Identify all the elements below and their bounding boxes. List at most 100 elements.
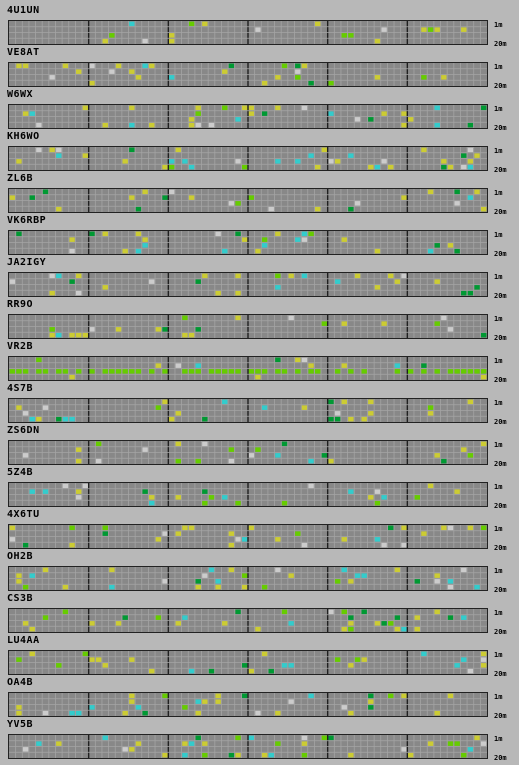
signal-cell <box>341 33 347 38</box>
signal-cell <box>480 657 487 662</box>
signal-cell <box>228 369 235 374</box>
signal-cell <box>175 458 182 464</box>
signal-cell <box>49 332 55 338</box>
signal-cell <box>394 369 401 374</box>
signal-cell <box>368 495 374 500</box>
signal-cell <box>454 369 460 374</box>
signal-cell <box>42 489 49 494</box>
signal-cell <box>454 189 460 195</box>
signal-cell <box>248 369 255 374</box>
signal-cell <box>301 542 308 548</box>
signal-grid-graphic <box>9 525 487 548</box>
signal-cell <box>228 63 235 69</box>
signal-cell <box>308 153 314 158</box>
signal-cell <box>129 693 135 699</box>
signal-grid <box>8 230 488 255</box>
signal-cell <box>202 500 208 506</box>
station-callsign: 4S7B <box>7 383 34 394</box>
band-label-top: 1m <box>494 483 503 491</box>
signal-cell <box>16 705 22 710</box>
signal-cell <box>29 573 35 578</box>
signal-cell <box>102 122 108 128</box>
band-label-bottom: 20m <box>494 334 507 342</box>
signal-cell <box>22 621 29 626</box>
signal-cell <box>301 237 308 242</box>
signal-cell <box>69 237 75 242</box>
signal-cell <box>314 369 321 374</box>
signal-cell <box>168 75 175 80</box>
signal-cell <box>275 567 281 573</box>
signal-cell <box>334 657 341 662</box>
signal-cell <box>195 327 201 332</box>
signal-cell <box>467 668 474 674</box>
signal-cell <box>182 525 188 531</box>
signal-cell <box>69 416 75 422</box>
signal-cell <box>341 321 347 326</box>
signal-cell <box>195 458 201 464</box>
signal-cell <box>427 189 434 195</box>
station-row: VK6RBP 1m 20m <box>0 215 519 258</box>
signal-cell <box>36 357 42 363</box>
station-row: JA2IGY 1m 20m <box>0 257 519 300</box>
signal-cell <box>295 369 301 374</box>
signal-cell <box>447 741 454 746</box>
signal-grid-graphic <box>9 735 487 758</box>
signal-cell <box>162 195 168 200</box>
band-label-top: 1m <box>494 357 503 365</box>
signal-cell <box>69 248 75 254</box>
signal-cell <box>89 63 95 69</box>
signal-cell <box>421 27 427 32</box>
band-label-bottom: 20m <box>494 712 507 720</box>
signal-cell <box>175 531 182 536</box>
signal-cell <box>261 237 268 242</box>
signal-cell <box>434 279 440 284</box>
signal-cell <box>348 626 354 632</box>
station-callsign: CS3B <box>7 593 34 604</box>
signal-cell <box>374 621 381 626</box>
signal-cell <box>381 621 387 626</box>
signal-cell <box>102 735 108 741</box>
signal-cell <box>255 374 261 380</box>
signal-cell <box>341 626 347 632</box>
signal-cell <box>69 542 75 548</box>
signal-cell <box>461 567 467 573</box>
station-callsign: VK6RBP <box>7 215 47 226</box>
signal-cell <box>62 63 69 69</box>
signal-cell <box>215 231 221 237</box>
signal-cell <box>208 668 215 674</box>
signal-cell <box>374 164 381 170</box>
signal-grid-graphic <box>9 21 487 44</box>
signal-cell <box>281 609 288 615</box>
signal-cell <box>235 537 241 542</box>
station-callsign: LU4AA <box>7 635 40 646</box>
signal-cell <box>162 579 168 584</box>
signal-cell <box>261 584 268 590</box>
signal-grid <box>8 188 488 213</box>
signal-cell <box>241 537 248 542</box>
signal-cell <box>328 159 334 164</box>
signal-cell <box>308 231 314 237</box>
signal-cell <box>241 584 248 590</box>
signal-grid-graphic <box>9 693 487 716</box>
signal-cell <box>235 201 241 206</box>
signal-cell <box>168 159 175 164</box>
signal-cell <box>129 699 135 704</box>
signal-cell <box>228 752 235 758</box>
signal-cell <box>188 741 195 746</box>
signal-cell <box>261 752 268 758</box>
signal-cell <box>122 615 128 620</box>
signal-cell <box>328 609 334 615</box>
signal-cell <box>9 279 16 284</box>
signal-cell <box>275 369 281 374</box>
signal-cell <box>89 705 95 710</box>
signal-cell <box>368 164 374 170</box>
signal-cell <box>195 369 201 374</box>
signal-cell <box>82 105 89 111</box>
signal-cell <box>261 80 268 86</box>
station-callsign: 4X6TU <box>7 509 40 520</box>
signal-cell <box>155 327 162 332</box>
signal-cell <box>374 38 381 44</box>
signal-cell <box>56 369 62 374</box>
signal-cell <box>89 80 95 86</box>
signal-cell <box>261 651 268 657</box>
